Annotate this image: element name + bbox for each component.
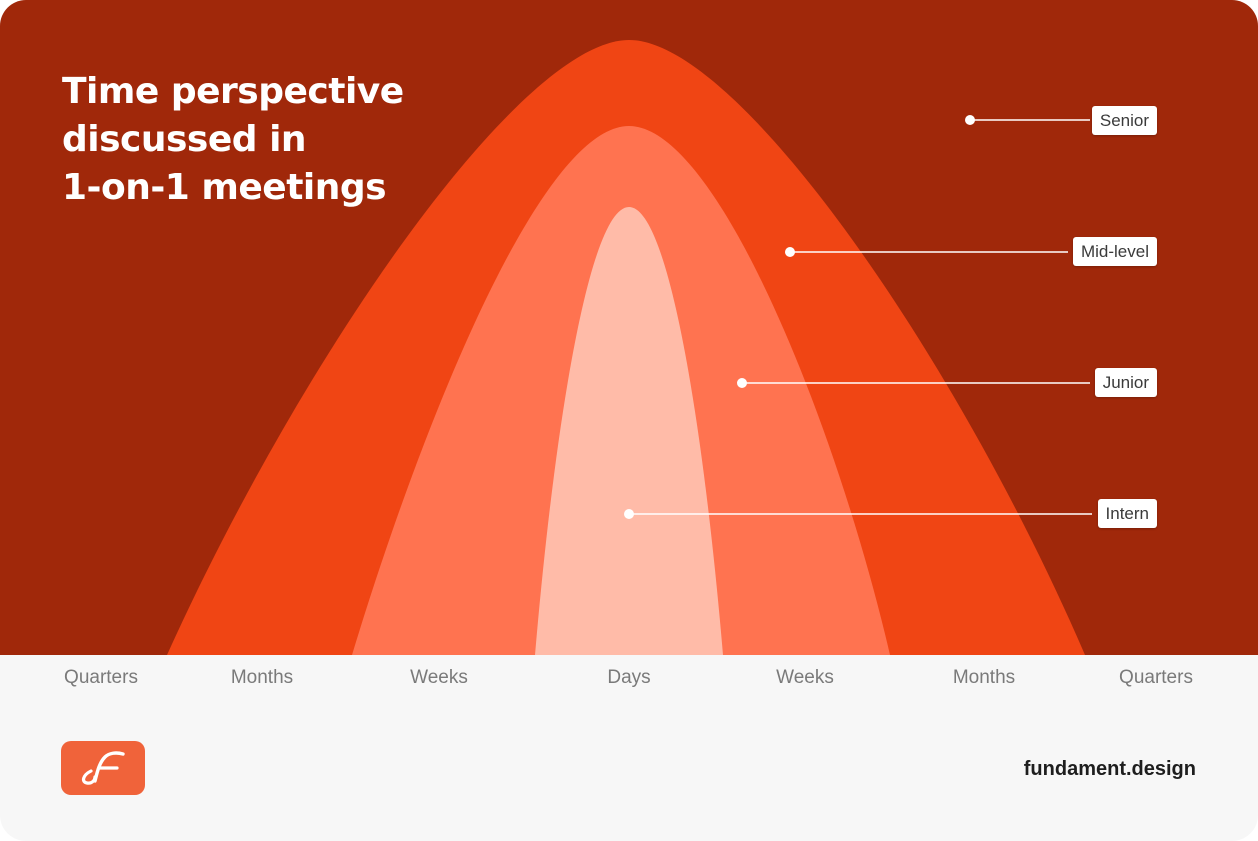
label-intern: Intern <box>1097 499 1157 528</box>
title-line-1: Time perspective <box>62 71 404 112</box>
brand-name: fundament.design <box>1023 758 1196 780</box>
page-title: Time perspective discussed in 1-on-1 mee… <box>62 68 482 212</box>
fundament-logo-icon <box>61 741 145 795</box>
callout-intern <box>624 509 1092 519</box>
title-line-3: 1-on-1 meetings <box>62 167 387 208</box>
axis-label-weeks-right: Weeks <box>776 667 834 688</box>
axis-label-days: Days <box>607 667 651 688</box>
title-line-2: discussed in <box>62 119 307 160</box>
callout-senior <box>965 115 1090 125</box>
label-senior: Senior <box>1091 106 1157 135</box>
axis-label-quarters-right: Quarters <box>1119 667 1193 688</box>
label-mid-level: Mid-level <box>1072 237 1157 266</box>
axis-label-months-left: Months <box>230 667 294 688</box>
callout-junior <box>737 378 1090 388</box>
label-junior: Junior <box>1094 368 1157 397</box>
axis-label-weeks-left: Weeks <box>410 667 468 688</box>
axis-label-quarters-left: Quarters <box>64 667 138 688</box>
axis-label-months-right: Months <box>952 667 1016 688</box>
bell-curves <box>167 40 1092 655</box>
callout-mid-level <box>785 247 1068 257</box>
intern-curve <box>535 207 723 655</box>
diagram-area: Time perspective discussed in 1-on-1 mee… <box>0 0 1258 655</box>
